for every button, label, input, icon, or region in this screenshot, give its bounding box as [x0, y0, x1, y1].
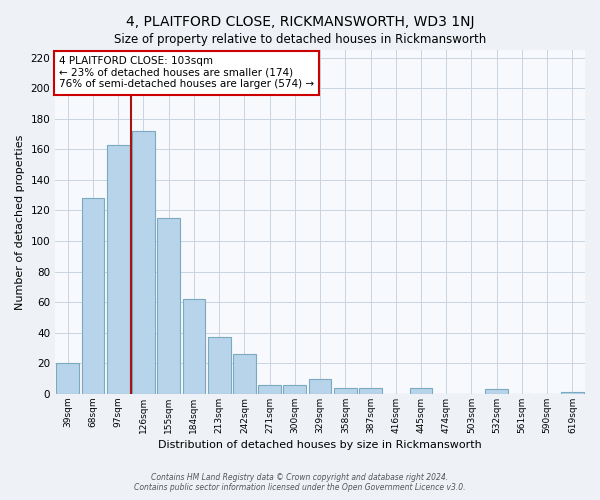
Bar [334, 388, 356, 394]
Text: Size of property relative to detached houses in Rickmansworth: Size of property relative to detached ho… [114, 32, 486, 46]
X-axis label: Distribution of detached houses by size in Rickmansworth: Distribution of detached houses by size … [158, 440, 482, 450]
Bar [182, 299, 205, 394]
Bar [208, 338, 230, 394]
Text: 4 PLAITFORD CLOSE: 103sqm
← 23% of detached houses are smaller (174)
76% of semi: 4 PLAITFORD CLOSE: 103sqm ← 23% of detac… [59, 56, 314, 90]
Bar [157, 218, 180, 394]
Y-axis label: Number of detached properties: Number of detached properties [15, 134, 25, 310]
Bar [561, 392, 584, 394]
Text: 4, PLAITFORD CLOSE, RICKMANSWORTH, WD3 1NJ: 4, PLAITFORD CLOSE, RICKMANSWORTH, WD3 1… [126, 15, 474, 29]
Bar [107, 145, 130, 394]
Bar [359, 388, 382, 394]
Bar [132, 131, 155, 394]
Bar [485, 390, 508, 394]
Bar [309, 378, 331, 394]
Bar [258, 384, 281, 394]
Text: Contains HM Land Registry data © Crown copyright and database right 2024.
Contai: Contains HM Land Registry data © Crown c… [134, 473, 466, 492]
Bar [283, 384, 306, 394]
Bar [410, 388, 433, 394]
Bar [233, 354, 256, 394]
Bar [82, 198, 104, 394]
Bar [56, 364, 79, 394]
